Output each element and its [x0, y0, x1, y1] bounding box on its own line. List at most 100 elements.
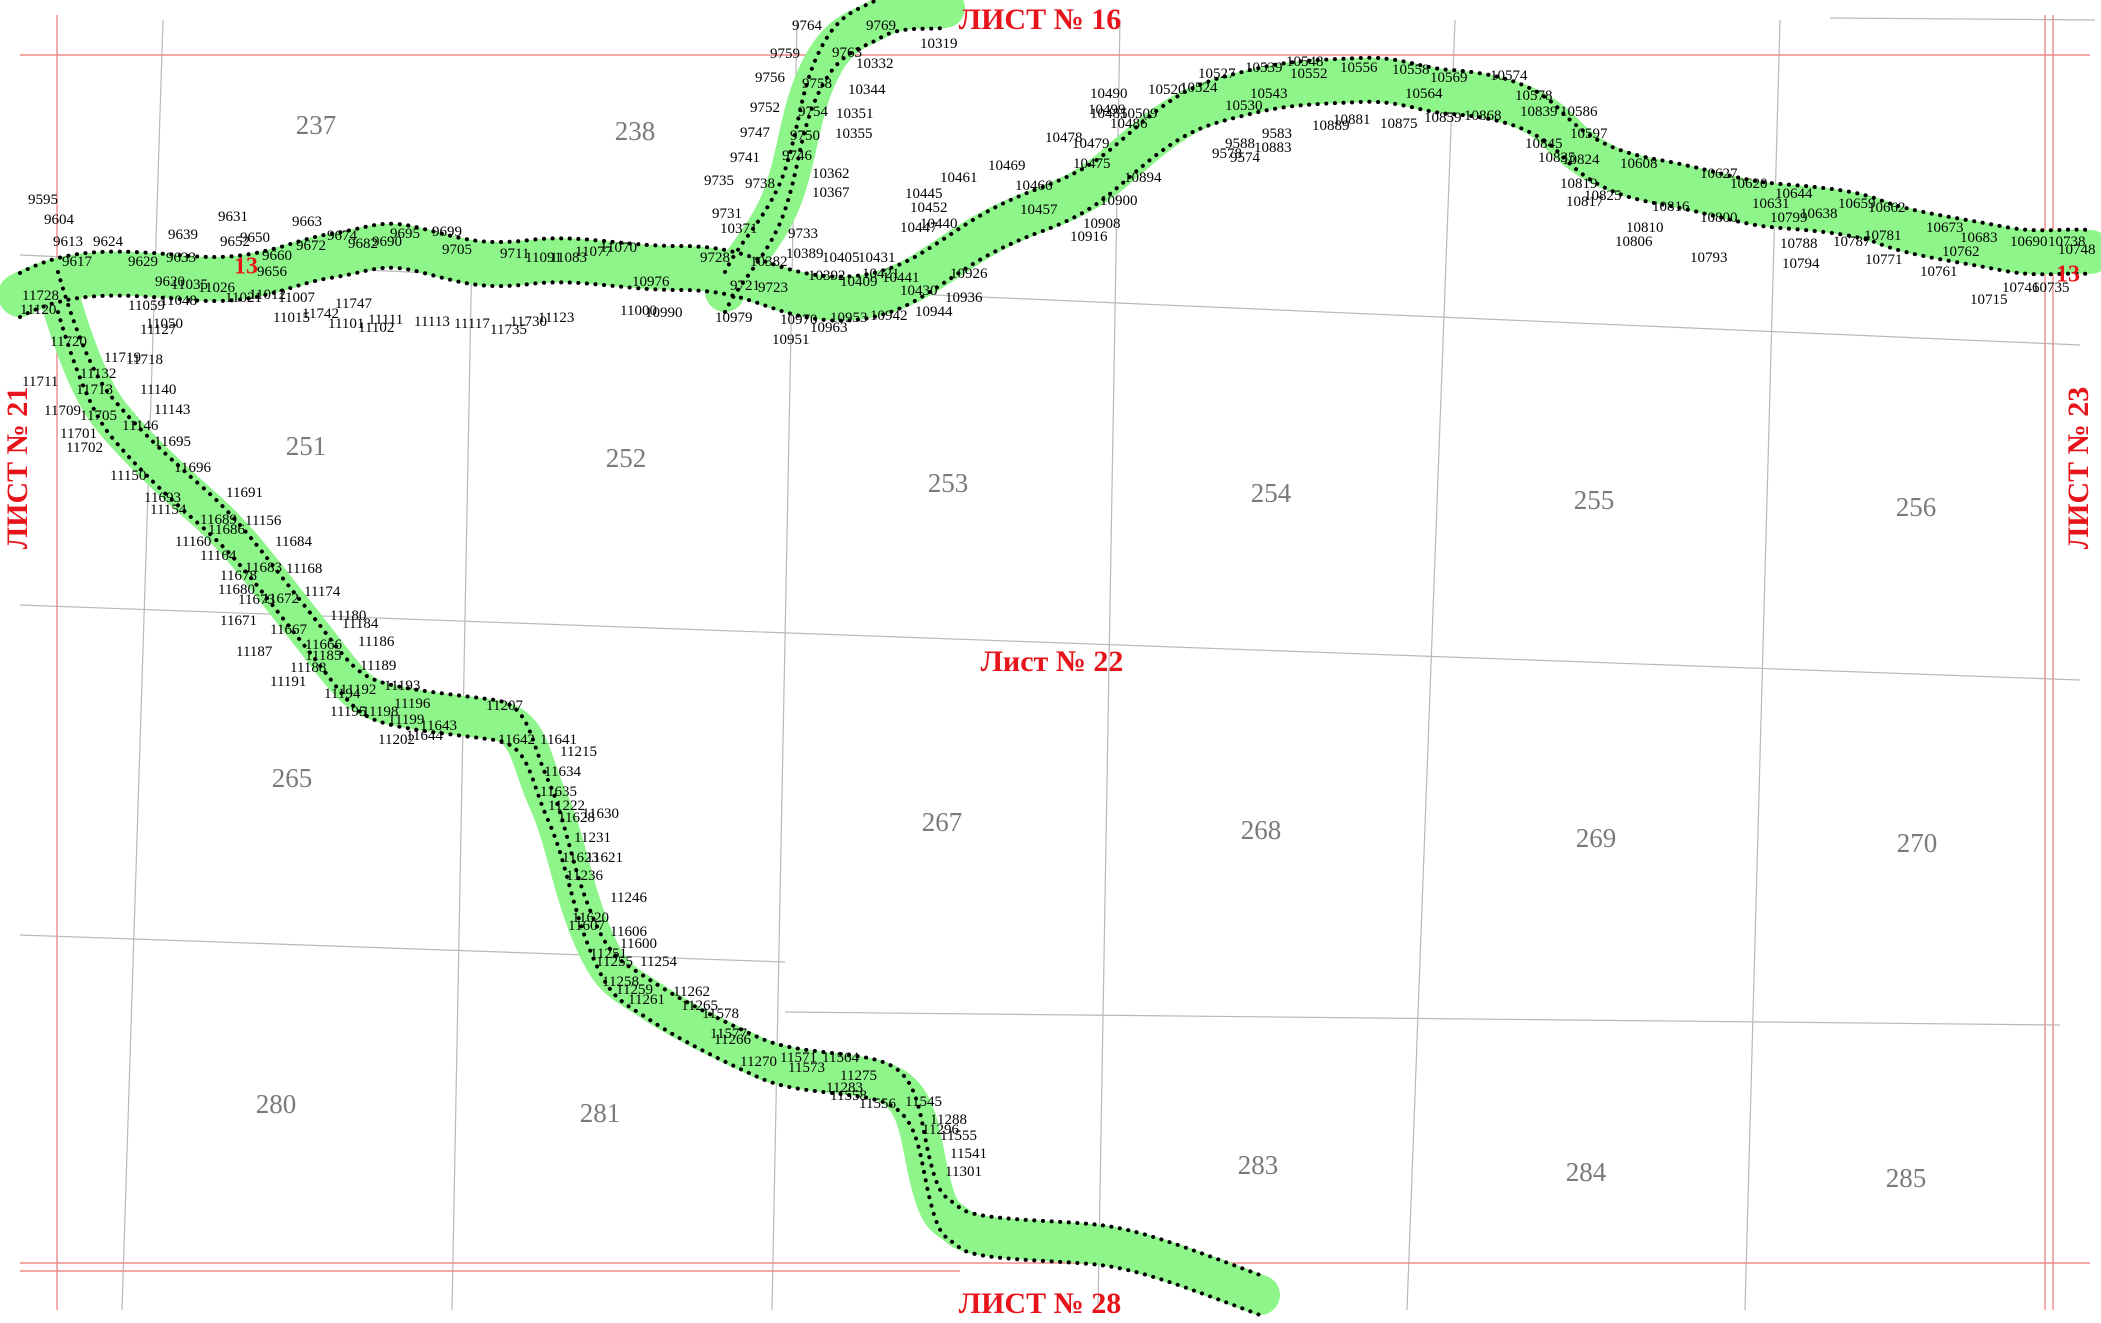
point-label: 10447 — [900, 220, 938, 236]
point-label: 9574 — [1230, 150, 1261, 166]
point-label: 10564 — [1405, 86, 1443, 102]
point-label: 11120 — [20, 302, 56, 318]
point-label: 10558 — [1392, 62, 1430, 78]
sheet-labels: ЛИСТ № 16 ЛИСТ № 28 Лист № 22 ЛИСТ № 21 … — [1, 3, 2095, 1320]
parcel-label-right: 13 — [2056, 262, 2080, 288]
point-label: 11672 — [262, 591, 299, 607]
point-label: 10942 — [870, 308, 908, 324]
point-label: 11545 — [905, 1094, 942, 1110]
point-label: 10715 — [1970, 292, 2008, 308]
point-label: 9672 — [296, 238, 326, 254]
point-label: 11577 — [710, 1026, 747, 1042]
point-label: 11101 — [328, 316, 364, 332]
point-label: 10382 — [750, 254, 788, 270]
point-label: 9699 — [432, 224, 462, 240]
point-label: 10881 — [1333, 112, 1371, 128]
point-label: 10466 — [1015, 178, 1053, 194]
tile-numbers: 237 238 251 252 253 254 255 256 265 267 … — [256, 110, 1938, 1193]
point-label: 9747 — [740, 125, 771, 141]
tile-number: 254 — [1251, 478, 1292, 508]
point-label: 11193 — [384, 678, 420, 694]
point-label: 11102 — [358, 320, 394, 336]
point-label: 11667 — [270, 622, 307, 638]
point-label: 10794 — [1782, 256, 1820, 272]
point-label: 10824 — [1562, 152, 1600, 168]
point-label: 11606 — [610, 924, 647, 940]
point-label: 11196 — [394, 696, 431, 712]
point-label: 10543 — [1250, 86, 1288, 102]
point-label: 11275 — [840, 1068, 877, 1084]
point-label: 10963 — [810, 320, 848, 336]
point-label: 11634 — [544, 764, 581, 780]
point-label: 10800 — [1700, 210, 1738, 226]
point-label: 10351 — [836, 106, 874, 122]
tile-number: 281 — [580, 1098, 621, 1128]
point-label: 11111 — [368, 312, 403, 328]
point-label: 10548 — [1286, 54, 1324, 70]
tile-number: 283 — [1238, 1150, 1279, 1180]
tile-number: 267 — [922, 807, 963, 837]
point-label: 11600 — [620, 936, 657, 952]
point-label: 11555 — [940, 1128, 977, 1144]
point-label: 11296 — [922, 1122, 959, 1138]
point-label: 10440 — [920, 216, 958, 232]
point-label: 10868 — [1464, 108, 1502, 124]
point-label: 11186 — [358, 634, 395, 650]
point-label: 10819 — [1560, 176, 1598, 192]
point-label: 9639 — [168, 227, 198, 243]
point-label: 10586 — [1560, 104, 1598, 120]
sheet-label-center: Лист № 22 — [981, 645, 1124, 678]
point-label: 9624 — [93, 234, 124, 250]
point-label: 9746 — [782, 148, 813, 164]
point-label: 9620 — [155, 274, 185, 290]
tile-number: 256 — [1896, 492, 1937, 522]
point-label: 10638 — [1800, 206, 1838, 222]
point-label: 10916 — [1070, 229, 1108, 245]
point-label: 10659 — [1838, 196, 1876, 212]
point-label: 11127 — [140, 322, 177, 338]
point-label: 10608 — [1620, 156, 1658, 172]
tile-number: 255 — [1574, 485, 1615, 515]
strip-main-row-boundary-points — [18, 55, 2092, 279]
point-label: 10452 — [910, 200, 948, 216]
point-label: 10527 — [1198, 66, 1236, 82]
strip-branch-south — [38, 272, 1280, 1315]
point-label: 10817 — [1566, 194, 1604, 210]
point-label: 9754 — [798, 104, 829, 120]
point-label: 11021 — [225, 290, 262, 306]
point-label: 10319 — [920, 36, 958, 52]
point-label: 9633 — [166, 250, 196, 266]
point-label: 9705 — [442, 242, 472, 258]
point-label: 10738 — [2048, 234, 2086, 250]
point-label: 11195 — [330, 704, 366, 720]
point-label: 9674 — [327, 228, 358, 244]
tile-number: 237 — [296, 110, 337, 140]
point-label: 11077 — [575, 244, 612, 260]
point-label: 11680 — [218, 582, 255, 598]
point-label: 11117 — [454, 316, 490, 332]
point-label: 11191 — [270, 674, 306, 690]
point-label: 11160 — [175, 534, 211, 550]
sheet-label-right: ЛИСТ № 23 — [2062, 387, 2095, 550]
point-label: 9764 — [792, 18, 823, 34]
point-label: 10530 — [1225, 98, 1263, 114]
point-label: 9595 — [28, 192, 58, 208]
strip-branch-north-boundary-points — [723, 0, 881, 274]
point-label: 11254 — [640, 954, 677, 970]
point-label: 11628 — [558, 810, 595, 826]
point-label: 11185 — [305, 648, 341, 664]
point-label: 10499 — [1088, 102, 1126, 118]
point-label: 11558 — [830, 1088, 867, 1104]
point-label: 9652 — [220, 234, 250, 250]
point-label: 9711 — [500, 246, 529, 262]
point-label: 9583 — [1262, 126, 1292, 142]
point-label: 11705 — [80, 408, 117, 424]
point-label: 10631 — [1752, 196, 1790, 212]
point-label: 11154 — [150, 502, 187, 518]
point-label: 11207 — [486, 698, 523, 714]
point-label: 10683 — [1960, 230, 1998, 246]
point-label: 11573 — [788, 1060, 825, 1076]
point-label: 11623 — [562, 850, 599, 866]
point-label: 10597 — [1570, 126, 1608, 142]
